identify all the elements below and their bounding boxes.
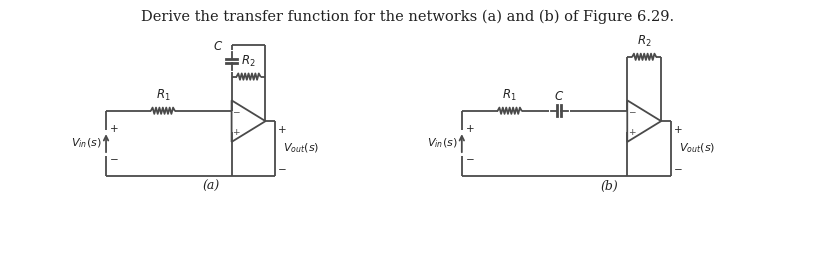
Text: $-$: $-$ [628, 106, 636, 115]
Text: $V_{in}(s)$: $V_{in}(s)$ [428, 136, 458, 150]
Text: $R_2$: $R_2$ [242, 53, 256, 69]
Text: (a): (a) [202, 180, 220, 193]
Text: (b): (b) [601, 180, 619, 193]
Text: $R_1$: $R_1$ [156, 88, 171, 103]
Text: $C$: $C$ [554, 90, 565, 103]
Text: $V_{out}(s)$: $V_{out}(s)$ [283, 142, 320, 155]
Text: $V_{in}(s)$: $V_{in}(s)$ [72, 136, 102, 150]
Text: $-$: $-$ [465, 153, 474, 163]
Text: $-$: $-$ [233, 106, 241, 115]
Text: $C$: $C$ [214, 40, 224, 53]
Text: $+$: $+$ [233, 127, 241, 136]
Text: $R_1$: $R_1$ [503, 88, 517, 103]
Text: $+$: $+$ [465, 123, 474, 134]
Text: $+$: $+$ [673, 124, 683, 135]
Text: $R_2$: $R_2$ [637, 34, 651, 49]
Text: $+$: $+$ [277, 124, 287, 135]
Text: Derive the transfer function for the networks (a) and (b) of Figure 6.29.: Derive the transfer function for the net… [141, 9, 675, 24]
Text: $+$: $+$ [109, 123, 118, 134]
Text: $-$: $-$ [109, 153, 118, 163]
Text: $V_{out}(s)$: $V_{out}(s)$ [679, 142, 716, 155]
Text: $-$: $-$ [673, 163, 683, 173]
Text: $+$: $+$ [628, 127, 636, 136]
Text: $-$: $-$ [277, 163, 287, 173]
